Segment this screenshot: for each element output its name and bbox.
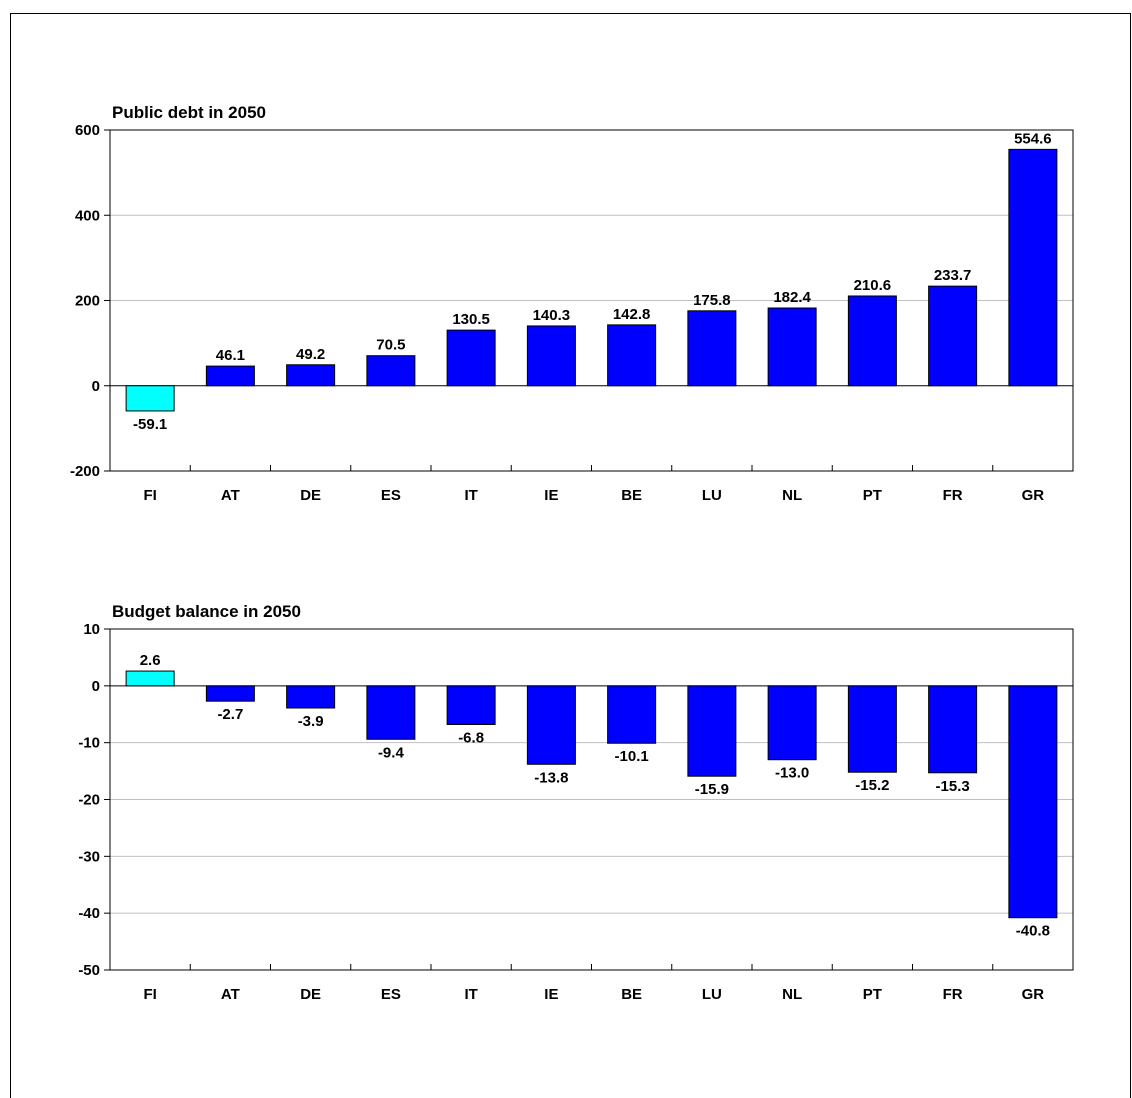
y-tick-label: 10 bbox=[83, 621, 100, 638]
y-tick-label: 200 bbox=[75, 293, 100, 310]
bar-fi bbox=[125, 670, 175, 687]
data-label: 46.1 bbox=[216, 347, 245, 364]
y-tick-label: -200 bbox=[70, 463, 100, 480]
category-label: ES bbox=[381, 986, 401, 1003]
bar-fi bbox=[125, 385, 175, 412]
category-label: GR bbox=[1022, 986, 1045, 1003]
bar-ie bbox=[526, 325, 576, 387]
category-label: PT bbox=[863, 986, 882, 1003]
data-label: -59.1 bbox=[133, 416, 167, 433]
category-label: FR bbox=[943, 487, 963, 504]
bar-be bbox=[607, 324, 657, 387]
data-label: -13.8 bbox=[534, 769, 568, 786]
y-tick-label: -20 bbox=[78, 792, 100, 809]
bar-nl bbox=[767, 307, 817, 387]
category-label: BE bbox=[621, 487, 642, 504]
category-label: ES bbox=[381, 487, 401, 504]
category-label: AT bbox=[221, 986, 240, 1003]
data-label: 70.5 bbox=[376, 337, 405, 354]
data-label: -40.8 bbox=[1016, 923, 1050, 940]
public-debt-chart: Public debt in 2050 -200 0 200 400 600 -59.1 FI… bbox=[70, 103, 1074, 504]
y-tick-label: 600 bbox=[75, 122, 100, 139]
category-label: NL bbox=[782, 986, 802, 1003]
y-tick-label: 0 bbox=[92, 378, 100, 395]
bar-be bbox=[607, 685, 657, 744]
bar-fr bbox=[928, 285, 978, 387]
data-label: 140.3 bbox=[533, 307, 571, 324]
category-label: BE bbox=[621, 986, 642, 1003]
category-label: IE bbox=[544, 986, 558, 1003]
bar-at bbox=[205, 365, 255, 387]
category-label: FI bbox=[143, 487, 156, 504]
data-label: 142.8 bbox=[613, 306, 651, 323]
bar-lu bbox=[687, 685, 737, 777]
category-label: PT bbox=[863, 487, 882, 504]
category-label: NL bbox=[782, 487, 802, 504]
bar-de bbox=[286, 364, 336, 387]
category-label: AT bbox=[221, 487, 240, 504]
category-label: DE bbox=[300, 986, 321, 1003]
data-label: 2.6 bbox=[140, 652, 161, 669]
bar-pt bbox=[847, 685, 897, 773]
category-label: GR bbox=[1022, 487, 1045, 504]
data-label: 210.6 bbox=[854, 277, 892, 294]
y-tick-label: 0 bbox=[92, 678, 100, 695]
budget-balance-chart: Budget balance in 2050 -50 -40 -30 -20 -10 0 10… bbox=[78, 602, 1074, 1003]
bar-gr bbox=[1008, 685, 1058, 919]
data-label: -10.1 bbox=[615, 748, 649, 765]
category-label: DE bbox=[300, 487, 321, 504]
bar-ie bbox=[526, 685, 576, 765]
data-label: 233.7 bbox=[934, 267, 972, 284]
y-tick-label: -10 bbox=[78, 735, 100, 752]
data-label: -3.9 bbox=[298, 713, 324, 730]
chart-title: Public debt in 2050 bbox=[112, 103, 266, 122]
data-label: -9.4 bbox=[378, 744, 405, 761]
data-label: 49.2 bbox=[296, 346, 325, 363]
data-label: 182.4 bbox=[773, 289, 811, 306]
chart-title: Budget balance in 2050 bbox=[112, 602, 301, 621]
data-label: 554.6 bbox=[1014, 130, 1052, 147]
category-label: IT bbox=[464, 986, 477, 1003]
bar-es bbox=[366, 685, 416, 740]
bar-at bbox=[205, 685, 255, 702]
bar-gr bbox=[1008, 148, 1058, 387]
bar-pt bbox=[847, 295, 897, 387]
data-label: -13.0 bbox=[775, 765, 809, 782]
y-tick-label: -30 bbox=[78, 848, 100, 865]
y-tick-label: -50 bbox=[78, 962, 100, 979]
bar-lu bbox=[687, 310, 737, 387]
figure-frame bbox=[10, 13, 1131, 1098]
bar-es bbox=[366, 355, 416, 387]
category-label: LU bbox=[702, 986, 722, 1003]
category-label: IE bbox=[544, 487, 558, 504]
data-label: 175.8 bbox=[693, 292, 731, 309]
category-label: FI bbox=[143, 986, 156, 1003]
data-label: -15.2 bbox=[855, 777, 889, 794]
y-tick-label: -40 bbox=[78, 905, 100, 922]
data-label: -2.7 bbox=[217, 706, 243, 723]
data-label: -15.3 bbox=[936, 778, 970, 795]
data-label: -15.9 bbox=[695, 781, 729, 798]
category-label: LU bbox=[702, 487, 722, 504]
bar-de bbox=[286, 685, 336, 709]
bar-nl bbox=[767, 685, 817, 761]
category-label: IT bbox=[464, 487, 477, 504]
bar-fr bbox=[928, 685, 978, 774]
data-label: 130.5 bbox=[452, 311, 490, 328]
y-tick-label: 400 bbox=[75, 207, 100, 224]
bar-it bbox=[446, 685, 496, 725]
category-label: FR bbox=[943, 986, 963, 1003]
bar-it bbox=[446, 329, 496, 387]
data-label: -6.8 bbox=[458, 729, 484, 746]
